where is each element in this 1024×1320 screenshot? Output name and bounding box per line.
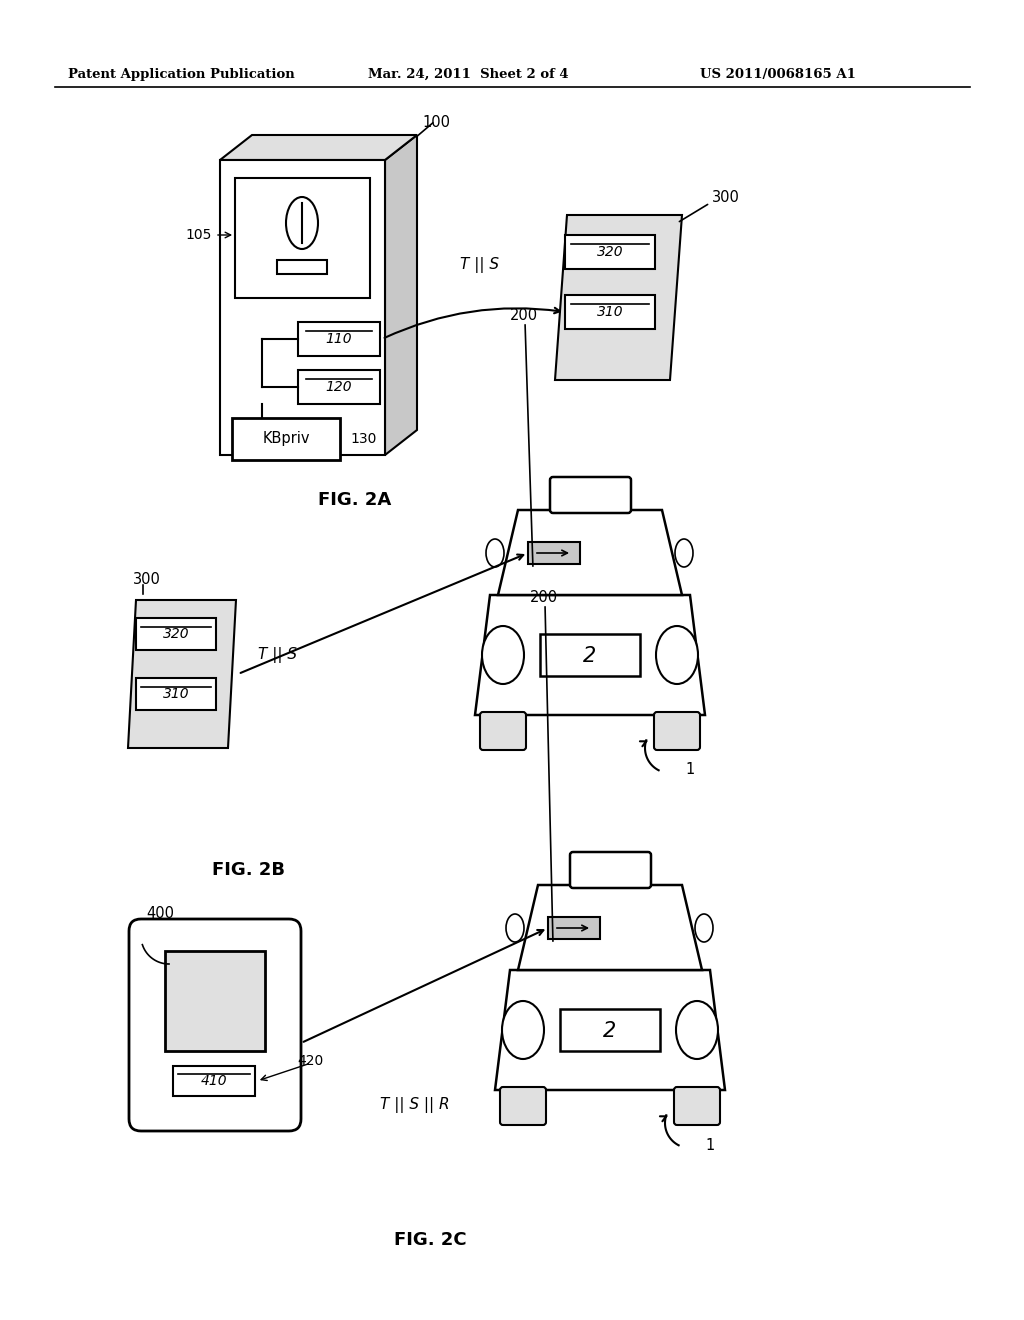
Polygon shape bbox=[555, 215, 682, 380]
Text: 320: 320 bbox=[597, 246, 624, 259]
Text: 300: 300 bbox=[712, 190, 740, 205]
Polygon shape bbox=[385, 135, 417, 455]
FancyBboxPatch shape bbox=[674, 1086, 720, 1125]
FancyBboxPatch shape bbox=[232, 418, 340, 459]
Text: 2: 2 bbox=[603, 1020, 616, 1041]
Ellipse shape bbox=[502, 1001, 544, 1059]
Text: 310: 310 bbox=[597, 305, 624, 319]
Text: 410: 410 bbox=[201, 1074, 227, 1088]
FancyBboxPatch shape bbox=[129, 919, 301, 1131]
Polygon shape bbox=[220, 135, 417, 160]
Text: Mar. 24, 2011  Sheet 2 of 4: Mar. 24, 2011 Sheet 2 of 4 bbox=[368, 69, 568, 81]
FancyBboxPatch shape bbox=[550, 477, 631, 513]
Polygon shape bbox=[495, 970, 725, 1090]
Text: T || S: T || S bbox=[461, 257, 500, 273]
Text: T || S: T || S bbox=[258, 647, 298, 663]
Text: 2: 2 bbox=[584, 645, 597, 667]
FancyBboxPatch shape bbox=[165, 950, 265, 1051]
FancyBboxPatch shape bbox=[220, 160, 385, 455]
FancyBboxPatch shape bbox=[565, 294, 655, 329]
FancyBboxPatch shape bbox=[565, 235, 655, 269]
Text: KBpriv: KBpriv bbox=[262, 432, 309, 446]
FancyBboxPatch shape bbox=[500, 1086, 546, 1125]
Ellipse shape bbox=[286, 197, 318, 249]
Text: 420: 420 bbox=[297, 1053, 324, 1068]
Text: 200: 200 bbox=[530, 590, 558, 605]
Text: 400: 400 bbox=[146, 906, 174, 920]
Text: 130: 130 bbox=[350, 432, 377, 446]
FancyBboxPatch shape bbox=[136, 678, 216, 710]
Text: 200: 200 bbox=[510, 308, 539, 322]
FancyBboxPatch shape bbox=[570, 851, 651, 888]
Text: FIG. 2A: FIG. 2A bbox=[318, 491, 391, 510]
Text: 1: 1 bbox=[685, 763, 694, 777]
FancyBboxPatch shape bbox=[173, 1067, 255, 1096]
Text: 120: 120 bbox=[326, 380, 352, 393]
Text: 110: 110 bbox=[326, 333, 352, 346]
Ellipse shape bbox=[656, 626, 698, 684]
FancyBboxPatch shape bbox=[540, 634, 640, 676]
FancyBboxPatch shape bbox=[548, 917, 600, 939]
Text: 310: 310 bbox=[163, 686, 189, 701]
FancyBboxPatch shape bbox=[480, 711, 526, 750]
Text: US 2011/0068165 A1: US 2011/0068165 A1 bbox=[700, 69, 856, 81]
Text: 320: 320 bbox=[163, 627, 189, 642]
Polygon shape bbox=[475, 595, 705, 715]
FancyBboxPatch shape bbox=[136, 618, 216, 649]
Ellipse shape bbox=[675, 539, 693, 568]
FancyBboxPatch shape bbox=[234, 178, 370, 298]
FancyBboxPatch shape bbox=[298, 322, 380, 356]
Text: 1: 1 bbox=[706, 1138, 715, 1152]
FancyBboxPatch shape bbox=[278, 260, 327, 275]
Text: 105: 105 bbox=[185, 228, 212, 242]
Text: T || S || R: T || S || R bbox=[380, 1097, 450, 1113]
Ellipse shape bbox=[482, 626, 524, 684]
Ellipse shape bbox=[486, 539, 504, 568]
FancyBboxPatch shape bbox=[654, 711, 700, 750]
Text: Patent Application Publication: Patent Application Publication bbox=[68, 69, 295, 81]
Ellipse shape bbox=[676, 1001, 718, 1059]
Polygon shape bbox=[498, 510, 682, 595]
Ellipse shape bbox=[695, 913, 713, 942]
FancyBboxPatch shape bbox=[528, 543, 580, 564]
Polygon shape bbox=[518, 884, 702, 970]
Text: FIG. 2B: FIG. 2B bbox=[212, 861, 285, 879]
Text: FIG. 2C: FIG. 2C bbox=[393, 1232, 466, 1249]
Ellipse shape bbox=[506, 913, 524, 942]
FancyBboxPatch shape bbox=[298, 370, 380, 404]
Polygon shape bbox=[128, 601, 236, 748]
FancyBboxPatch shape bbox=[560, 1008, 660, 1051]
Text: 100: 100 bbox=[422, 115, 450, 129]
Text: 300: 300 bbox=[133, 573, 161, 587]
